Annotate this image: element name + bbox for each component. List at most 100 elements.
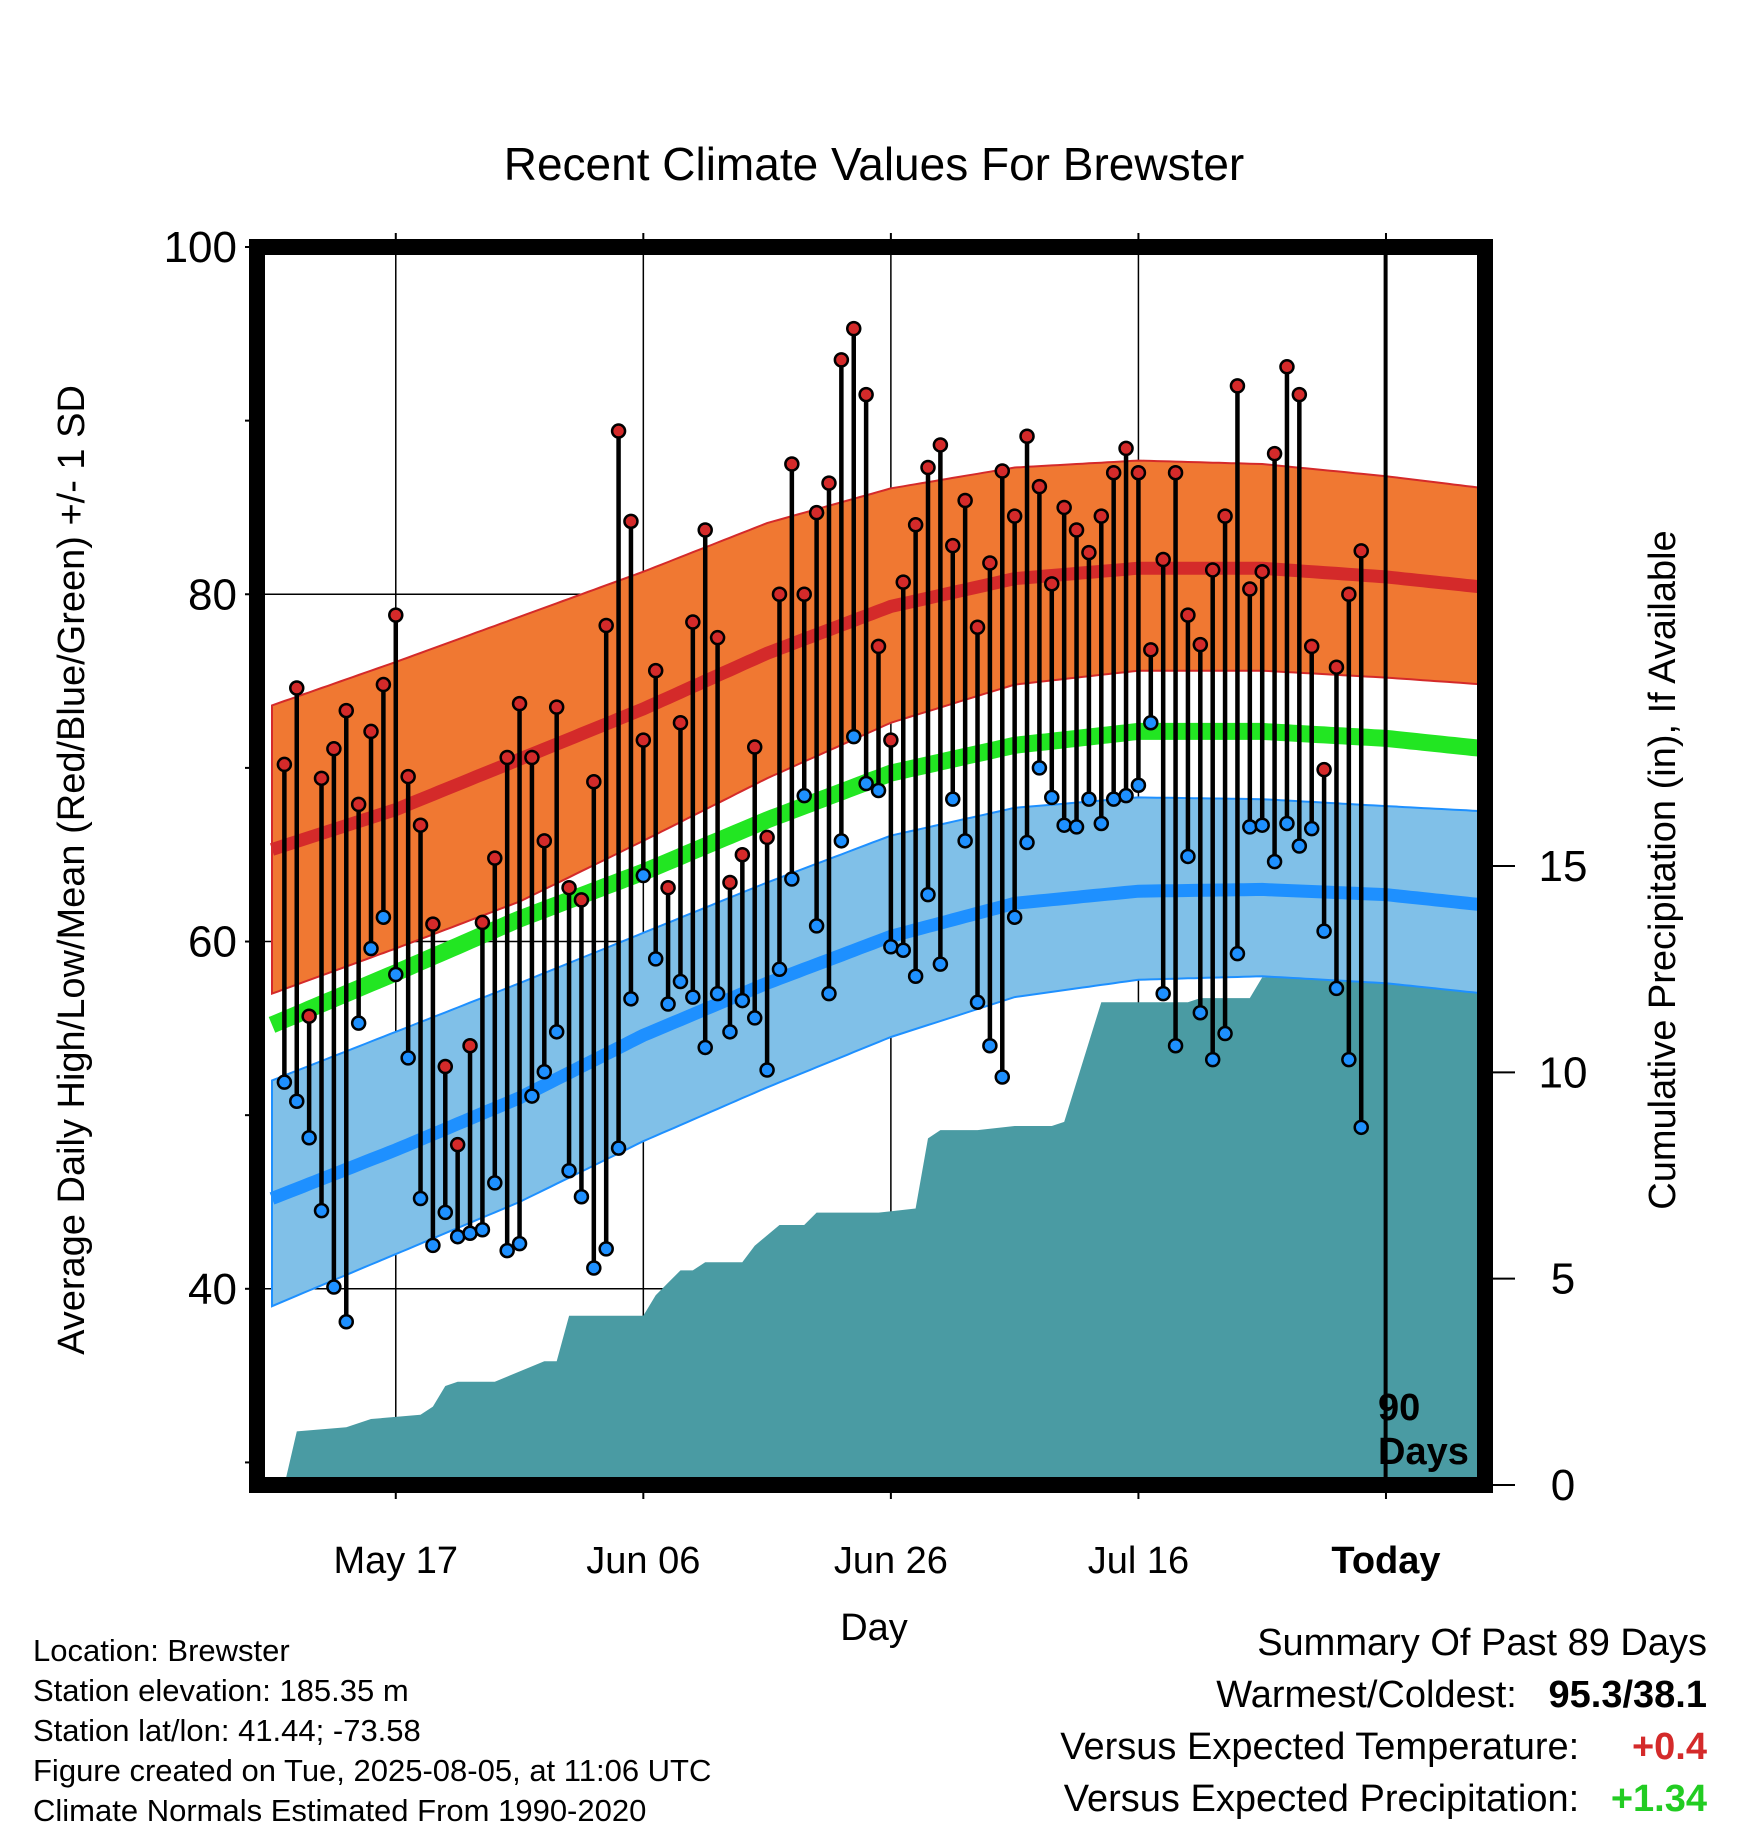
daily-low-point [870,782,887,799]
daily-high-point [647,662,664,679]
daily-low-point [499,1242,515,1259]
daily-low-point [449,1228,466,1245]
daily-high-point [474,914,491,931]
daily-high-point [746,739,763,755]
daily-low-point [883,938,899,955]
daily-high-point [994,463,1011,479]
daily-low-point [524,1088,540,1104]
daily-low-point [561,1162,577,1179]
daily-low-point [1328,980,1345,997]
daily-high-point [1019,428,1035,445]
daily-low-point [685,989,701,1005]
daily-low-point [1105,791,1122,807]
today-label-days: 90 [1378,1387,1420,1429]
daily-high-point [1254,563,1270,580]
daily-high-point [1068,522,1085,538]
daily-high-point [598,617,614,634]
daily-low-point [1204,1051,1221,1068]
daily-high-point [561,879,577,896]
daily-low-point [598,1241,614,1257]
daily-high-point [1118,440,1134,457]
daily-low-point [1266,853,1283,870]
normal-high-line [270,561,1486,856]
daily-high-point [1143,642,1159,658]
daily-low-point [1019,834,1035,851]
daily-low-point [1056,817,1072,833]
daily-low-point [784,871,800,887]
y-tick-label: 40 [188,1265,237,1314]
daily-low-point [734,992,751,1009]
daily-low-point [969,994,986,1011]
summary-warm-cold-value: 95.3/38.1 [1548,1674,1707,1716]
daily-low-point [920,886,936,903]
daily-high-point [858,386,874,403]
y-axis-label-left: Average Daily High/Low/Mean (Red/Blue/Gr… [51,385,93,1355]
daily-high-point [722,874,738,891]
footer-location: Location: Brewster [33,1633,290,1668]
daily-low-point [338,1314,355,1330]
summary-precip: Versus Expected Precipitation: +1.34 [1064,1778,1707,1821]
daily-high-point [635,732,652,748]
daily-low-point [1180,848,1196,865]
daily-high-point [771,586,788,603]
daily-low-point [1341,1051,1357,1068]
daily-high-point [1167,464,1184,481]
daily-high-point [499,749,515,766]
daily-high-point [1155,551,1171,568]
daily-high-point [388,607,404,623]
daily-high-point [1006,508,1023,524]
daily-high-point [487,850,503,866]
daily-low-point [301,1129,317,1146]
daily-high-point [412,817,429,833]
daily-low-point [796,787,812,804]
summary-precip-label: Versus Expected Precipitation: [1063,1778,1580,1820]
daily-low-point [623,991,639,1007]
daily-low-point [1143,715,1159,731]
y-tick-label: 100 [164,223,237,272]
daily-high-point [610,423,627,439]
daily-high-point [784,456,800,472]
daily-high-point [685,614,701,630]
daily-high-point [759,829,775,846]
daily-low-point [635,867,652,884]
daily-low-point [722,1024,738,1040]
daily-high-point [1229,378,1246,394]
daily-low-point [945,791,961,807]
daily-low-point [350,1015,367,1031]
daily-low-point [771,961,788,978]
summary-warm-cold: Warmest/Coldest: 95.3/38.1 [1216,1674,1707,1717]
daily-high-point [709,629,726,646]
daily-low-point [1303,820,1320,837]
daily-high-point [1081,544,1097,561]
daily-low-point [672,973,689,990]
footer-created: Figure created on Tue, 2025-08-05, at 11… [33,1753,712,1788]
daily-high-point [313,770,330,787]
daily-low-point [858,775,874,792]
daily-low-point [907,968,924,985]
plot-area: 40 60 80 100 0 5 10 15 May 17 Jun 06 Jun 26 Jul 16 T… [164,223,1588,1582]
daily-low-point [1093,815,1110,832]
daily-low-point [437,1204,454,1221]
daily-high-point [957,492,973,509]
daily-high-point [1291,386,1308,403]
daily-high-point [845,320,862,337]
daily-high-point [1044,576,1060,592]
precip-tick-label: 0 [1551,1461,1575,1510]
daily-low-point [1044,789,1060,806]
daily-high-point [1130,464,1147,481]
daily-high-point [920,459,936,476]
daily-high-point [400,768,416,785]
daily-low-point [1229,945,1246,962]
daily-high-point [586,774,602,790]
summary-temp-label: Versus Expected Temperature: [1060,1726,1580,1768]
daily-high-point [1341,586,1357,603]
today-label-unit: Days [1378,1431,1469,1473]
daily-low-point [1155,985,1171,1002]
daily-low-point [326,1279,342,1295]
precip-tick-label: 5 [1551,1255,1575,1304]
daily-high-point [1353,543,1369,559]
daily-high-point [833,352,850,368]
daily-high-point [350,796,367,813]
daily-high-point [363,723,379,740]
